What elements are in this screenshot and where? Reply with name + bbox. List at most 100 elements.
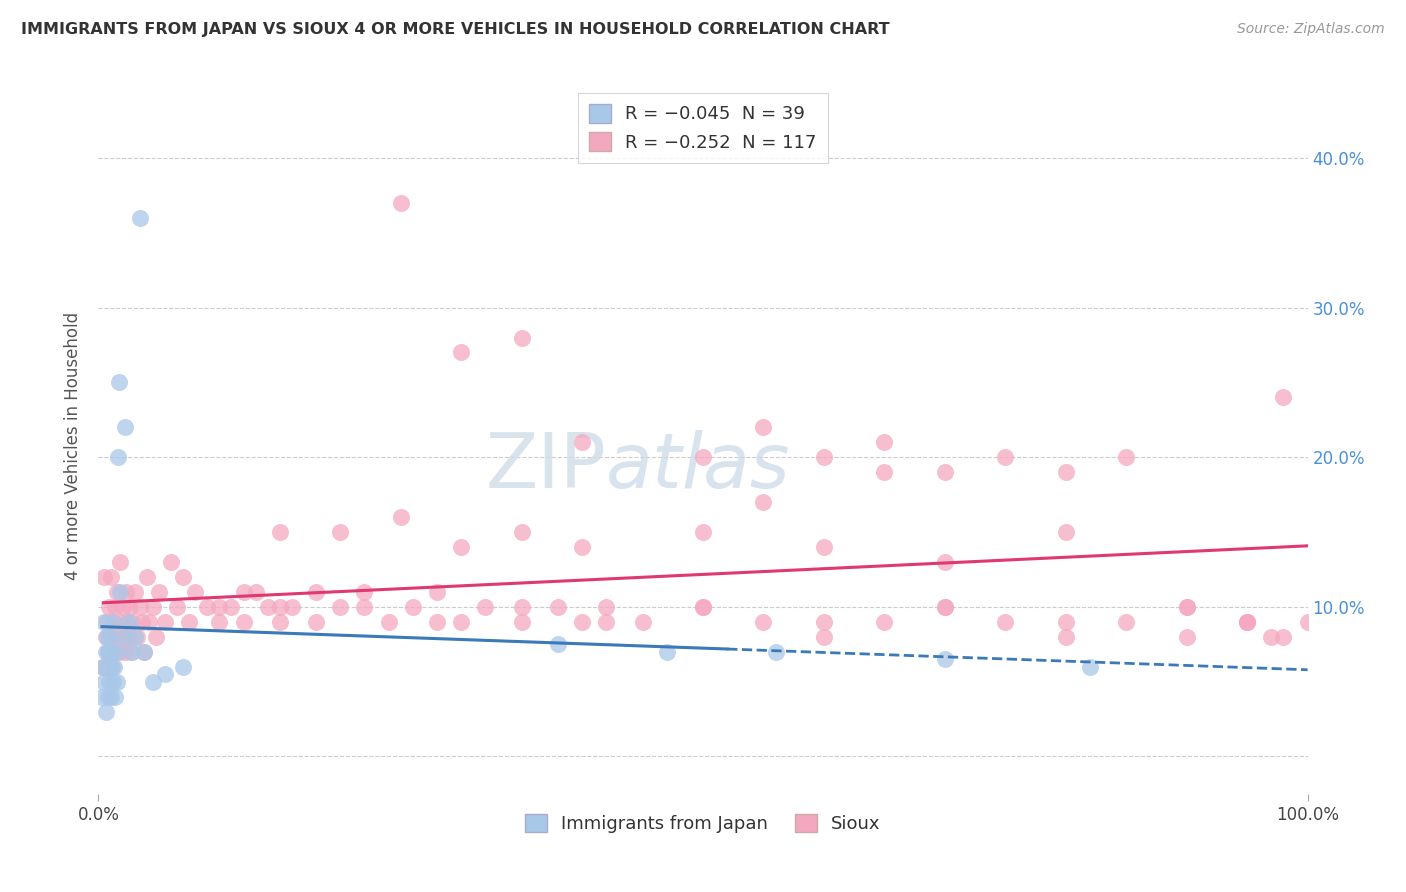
Point [115, 585, 138, 599]
Point [93, 674, 115, 689]
Point [91, 659, 114, 673]
Point [329, 524, 352, 539]
Point [97, 690, 120, 704]
Point [692, 599, 714, 614]
Point [111, 599, 134, 614]
Point [994, 450, 1017, 465]
Point [100, 659, 122, 673]
Point [114, 645, 136, 659]
Point [269, 615, 291, 629]
Point [103, 659, 125, 673]
Point [142, 674, 165, 689]
Point [138, 615, 160, 629]
Point [595, 599, 617, 614]
Point [208, 599, 231, 614]
Legend: Immigrants from Japan, Sioux: Immigrants from Japan, Sioux [517, 806, 889, 840]
Point [631, 615, 654, 629]
Point [93, 570, 115, 584]
Point [692, 450, 714, 465]
Point [98, 630, 121, 644]
Point [108, 585, 131, 599]
Point [450, 540, 472, 554]
Point [1260, 630, 1282, 644]
Point [934, 599, 956, 614]
Text: IMMIGRANTS FROM JAPAN VS SIOUX 4 OR MORE VEHICLES IN HOUSEHOLD CORRELATION CHART: IMMIGRANTS FROM JAPAN VS SIOUX 4 OR MORE… [21, 22, 890, 37]
Point [96, 615, 118, 629]
Point [510, 524, 533, 539]
Point [1296, 615, 1319, 629]
Point [934, 652, 956, 666]
Point [93, 615, 115, 629]
Point [752, 615, 775, 629]
Point [1054, 465, 1077, 479]
Point [145, 630, 167, 644]
Point [994, 615, 1017, 629]
Point [118, 615, 141, 629]
Point [752, 495, 775, 509]
Point [934, 599, 956, 614]
Point [1175, 599, 1198, 614]
Point [547, 637, 569, 651]
Point [547, 599, 569, 614]
Point [124, 630, 146, 644]
Point [510, 615, 533, 629]
Point [110, 615, 132, 629]
Text: ZIP: ZIP [485, 430, 606, 504]
Point [100, 570, 122, 584]
Point [120, 645, 142, 659]
Point [172, 659, 194, 673]
Point [160, 555, 183, 569]
Point [128, 211, 150, 225]
Point [100, 645, 122, 659]
Point [97, 645, 120, 659]
Point [98, 674, 121, 689]
Point [114, 420, 136, 434]
Point [510, 330, 533, 344]
Point [934, 555, 956, 569]
Point [195, 599, 218, 614]
Point [232, 615, 254, 629]
Point [105, 645, 128, 659]
Point [256, 599, 278, 614]
Point [131, 615, 153, 629]
Point [101, 674, 124, 689]
Point [94, 705, 117, 719]
Point [118, 630, 141, 644]
Point [1272, 390, 1295, 404]
Point [813, 615, 835, 629]
Point [127, 630, 149, 644]
Point [148, 585, 170, 599]
Point [571, 435, 593, 450]
Point [184, 585, 207, 599]
Point [117, 615, 139, 629]
Point [510, 599, 533, 614]
Point [353, 599, 375, 614]
Point [813, 450, 835, 465]
Point [245, 585, 267, 599]
Point [101, 615, 124, 629]
Point [124, 585, 146, 599]
Point [104, 690, 127, 704]
Point [232, 585, 254, 599]
Point [1054, 615, 1077, 629]
Point [108, 376, 131, 390]
Point [450, 345, 472, 359]
Point [208, 615, 231, 629]
Point [118, 599, 141, 614]
Point [112, 630, 135, 644]
Point [281, 599, 304, 614]
Point [1236, 615, 1258, 629]
Point [813, 540, 835, 554]
Point [96, 630, 118, 644]
Point [873, 465, 896, 479]
Point [128, 599, 150, 614]
Point [94, 645, 117, 659]
Point [692, 524, 714, 539]
Point [474, 599, 496, 614]
Point [91, 659, 114, 673]
Point [94, 630, 117, 644]
Point [105, 585, 128, 599]
Point [426, 585, 449, 599]
Point [1272, 630, 1295, 644]
Point [1054, 524, 1077, 539]
